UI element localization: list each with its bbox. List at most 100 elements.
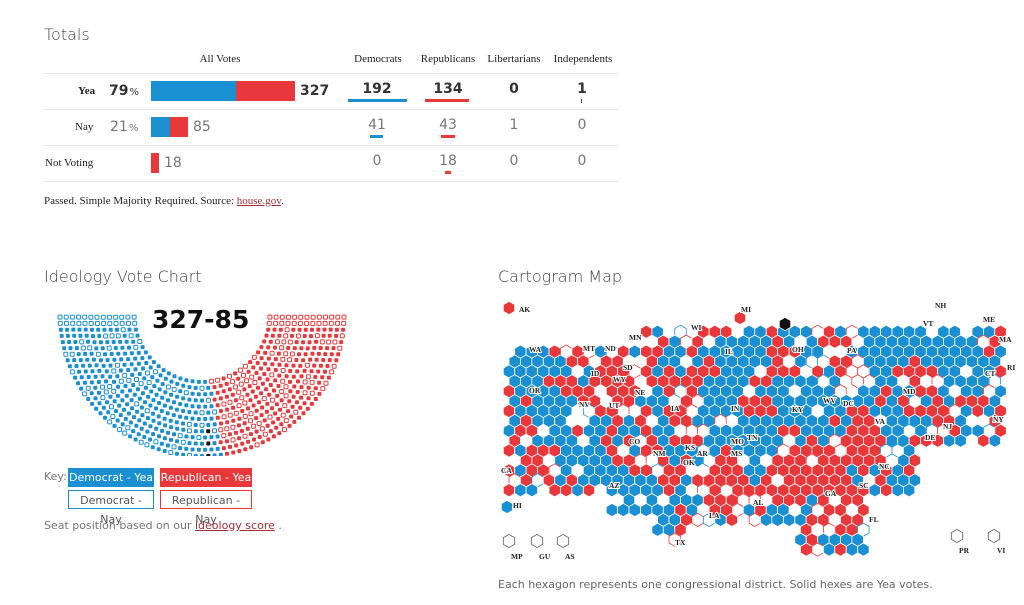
seat-dot xyxy=(255,361,260,365)
seat-dot xyxy=(221,414,227,420)
seat-dot xyxy=(254,416,259,421)
seat-dot xyxy=(141,366,145,371)
seat-dot xyxy=(242,400,248,406)
seat-dot xyxy=(193,441,198,446)
seat-dot xyxy=(187,428,192,434)
district-hex xyxy=(571,483,584,498)
seat-dot xyxy=(151,418,156,423)
seat-dot xyxy=(86,339,90,344)
seat-dot xyxy=(107,321,113,326)
seat-dot xyxy=(252,380,258,385)
seat-dot xyxy=(238,381,244,387)
seat-dot xyxy=(142,376,147,381)
nay-dem-count: 41 xyxy=(368,117,386,133)
state-label: VA xyxy=(875,417,885,426)
seat-dot xyxy=(329,369,335,375)
seat-dot xyxy=(100,395,106,401)
seat-dot xyxy=(122,362,127,367)
district-hex xyxy=(868,483,881,498)
seat-dot xyxy=(64,320,69,326)
seat-dot xyxy=(228,444,232,449)
seat-dot xyxy=(237,449,242,453)
seat-dot xyxy=(288,389,293,394)
seat-dot xyxy=(178,389,183,394)
seat-dot xyxy=(298,314,304,320)
seat-dot xyxy=(98,340,103,345)
seat-dot xyxy=(227,373,232,379)
seat-dot xyxy=(132,320,138,326)
seat-dot xyxy=(284,363,289,368)
state-label: AK xyxy=(519,305,530,314)
seat-dot xyxy=(242,363,248,369)
seat-dot xyxy=(256,385,260,390)
seat-dot xyxy=(143,350,148,355)
seat-dot xyxy=(97,368,102,373)
seat-dot xyxy=(118,339,123,344)
seat-dot xyxy=(249,445,254,450)
yea-total: 327 xyxy=(300,83,330,99)
seat-dot xyxy=(218,440,223,445)
district-hex xyxy=(748,512,761,527)
district-hex xyxy=(891,483,904,498)
seat-dot xyxy=(69,369,75,375)
source-link[interactable]: house.gov xyxy=(236,195,281,207)
seat-dot xyxy=(183,390,189,396)
district-hex xyxy=(651,522,664,537)
seat-dot xyxy=(209,447,214,452)
state-label: ND xyxy=(605,344,616,353)
seat-dot xyxy=(137,339,143,344)
seat-dot xyxy=(225,451,229,456)
seat-dot xyxy=(277,373,282,378)
seat-dot xyxy=(181,427,186,432)
seat-dot xyxy=(212,385,217,390)
seat-dot xyxy=(268,339,273,344)
seat-dot xyxy=(274,425,279,430)
seat-dot xyxy=(206,385,211,390)
seat-dot xyxy=(111,340,116,344)
state-label: FL xyxy=(869,515,879,524)
seat-dot xyxy=(248,432,253,437)
seat-dot xyxy=(130,372,135,377)
seat-dot xyxy=(279,422,284,427)
seat-dot xyxy=(254,371,259,375)
yea-dem-underline xyxy=(348,99,407,102)
seat-dot xyxy=(115,333,121,339)
seat-dot xyxy=(78,333,83,338)
district-hex xyxy=(782,512,796,527)
seat-dot xyxy=(126,368,131,372)
ideology-score-link[interactable]: ideology score xyxy=(195,519,275,532)
seat-dot xyxy=(82,380,87,385)
seat-dot xyxy=(123,384,128,388)
seat-dot xyxy=(263,361,268,366)
seat-dot xyxy=(172,374,177,379)
seat-dot xyxy=(321,333,326,338)
seat-dot xyxy=(314,357,319,362)
seat-dot xyxy=(199,385,205,391)
seat-dot xyxy=(83,369,88,374)
nv-rep-count: 18 xyxy=(439,153,457,169)
seat-dot xyxy=(270,406,274,411)
seat-dot xyxy=(318,363,323,368)
seat-dot xyxy=(140,345,145,350)
state-label: DE xyxy=(925,433,935,442)
seat-dot xyxy=(254,442,260,448)
seat-dot xyxy=(230,437,236,443)
seat-dot xyxy=(304,314,310,320)
seat-dot xyxy=(178,402,183,406)
state-label: TN xyxy=(747,433,758,442)
seat-dot xyxy=(205,397,211,403)
seat-dot xyxy=(146,380,152,385)
seat-dot xyxy=(209,435,214,440)
seat-dot xyxy=(322,320,328,326)
seat-dot xyxy=(227,399,233,405)
seat-dot xyxy=(283,333,289,339)
seat-dot xyxy=(139,426,144,431)
seat-dot xyxy=(251,423,257,429)
seat-dot xyxy=(234,430,238,435)
seat-dot xyxy=(323,380,329,386)
seat-dot xyxy=(154,392,159,397)
seat-dot xyxy=(70,320,76,326)
seat-dot xyxy=(126,377,132,383)
seat-dot xyxy=(162,436,167,441)
seat-dot xyxy=(106,345,112,351)
